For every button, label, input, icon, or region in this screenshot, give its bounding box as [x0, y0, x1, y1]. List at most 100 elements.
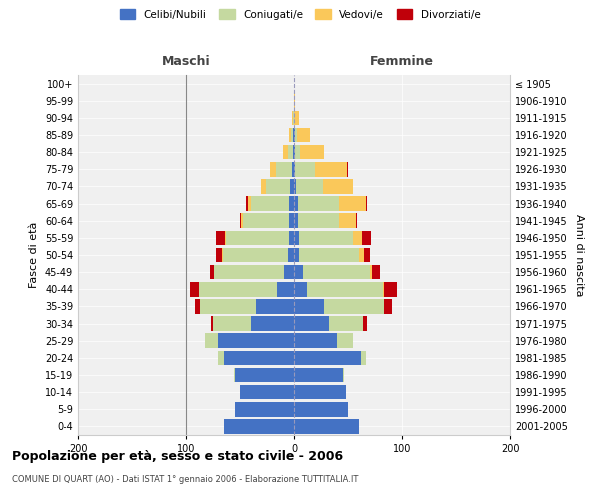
Bar: [221, 248, 223, 262]
Bar: [372, 265, 380, 280]
Bar: [294, 230, 299, 245]
Legend: Celibi/Nubili, Coniugati/e, Vedovi/e, Divorziati/e: Celibi/Nubili, Coniugati/e, Vedovi/e, Di…: [115, 5, 485, 24]
Bar: [287, 145, 293, 160]
Bar: [329, 316, 363, 331]
Bar: [224, 419, 294, 434]
Bar: [301, 145, 324, 160]
Bar: [293, 145, 294, 160]
Bar: [370, 265, 372, 280]
Bar: [337, 334, 353, 348]
Bar: [294, 145, 295, 160]
Bar: [214, 265, 284, 280]
Bar: [211, 316, 213, 331]
Bar: [294, 350, 361, 365]
Bar: [298, 196, 340, 211]
Bar: [293, 128, 294, 142]
Bar: [294, 110, 299, 125]
Bar: [289, 214, 294, 228]
Bar: [295, 162, 314, 176]
Bar: [284, 265, 294, 280]
Bar: [353, 230, 362, 245]
Bar: [216, 248, 221, 262]
Bar: [247, 196, 248, 211]
Bar: [213, 316, 251, 331]
Bar: [290, 179, 294, 194]
Bar: [248, 196, 251, 211]
Bar: [292, 162, 294, 176]
Bar: [283, 145, 287, 160]
Bar: [361, 350, 367, 365]
Bar: [294, 316, 329, 331]
Bar: [383, 299, 392, 314]
Bar: [251, 316, 294, 331]
Bar: [340, 196, 367, 211]
Bar: [218, 334, 294, 348]
Bar: [199, 282, 277, 296]
Bar: [295, 128, 297, 142]
Bar: [205, 334, 218, 348]
Bar: [190, 282, 199, 296]
Bar: [194, 299, 200, 314]
Bar: [298, 214, 340, 228]
Bar: [294, 299, 324, 314]
Bar: [240, 385, 294, 400]
Bar: [289, 128, 291, 142]
Y-axis label: Fasce di età: Fasce di età: [29, 222, 39, 288]
Bar: [294, 179, 296, 194]
Bar: [294, 94, 295, 108]
Bar: [296, 179, 323, 194]
Bar: [233, 368, 235, 382]
Bar: [260, 179, 266, 194]
Bar: [294, 214, 298, 228]
Bar: [363, 316, 367, 331]
Bar: [294, 196, 298, 211]
Bar: [343, 368, 344, 382]
Bar: [226, 230, 289, 245]
Y-axis label: Anni di nascita: Anni di nascita: [574, 214, 584, 296]
Bar: [240, 214, 241, 228]
Bar: [235, 368, 294, 382]
Bar: [235, 402, 294, 416]
Bar: [270, 162, 275, 176]
Bar: [294, 282, 307, 296]
Bar: [293, 110, 294, 125]
Bar: [291, 128, 293, 142]
Bar: [289, 196, 294, 211]
Text: COMUNE DI QUART (AO) - Dati ISTAT 1° gennaio 2006 - Elaborazione TUTTITALIA.IT: COMUNE DI QUART (AO) - Dati ISTAT 1° gen…: [12, 475, 358, 484]
Bar: [362, 230, 371, 245]
Bar: [324, 299, 383, 314]
Bar: [359, 248, 364, 262]
Bar: [294, 385, 346, 400]
Text: Popolazione per età, sesso e stato civile - 2006: Popolazione per età, sesso e stato civil…: [12, 450, 343, 463]
Bar: [225, 230, 226, 245]
Bar: [297, 128, 310, 142]
Bar: [292, 110, 293, 125]
Bar: [216, 230, 225, 245]
Bar: [287, 248, 294, 262]
Bar: [223, 248, 287, 262]
Bar: [364, 248, 370, 262]
Bar: [302, 265, 370, 280]
Bar: [256, 299, 294, 314]
Bar: [294, 248, 299, 262]
Bar: [277, 282, 294, 296]
Bar: [251, 196, 289, 211]
Text: Maschi: Maschi: [161, 55, 211, 68]
Bar: [294, 334, 337, 348]
Bar: [275, 162, 292, 176]
Text: Femmine: Femmine: [370, 55, 434, 68]
Bar: [200, 299, 256, 314]
Bar: [294, 128, 295, 142]
Bar: [210, 265, 214, 280]
Bar: [241, 214, 243, 228]
Bar: [243, 214, 289, 228]
Bar: [340, 214, 356, 228]
Bar: [266, 179, 290, 194]
Bar: [294, 419, 359, 434]
Bar: [295, 145, 301, 160]
Bar: [218, 350, 224, 365]
Bar: [323, 179, 353, 194]
Bar: [347, 162, 348, 176]
Bar: [289, 230, 294, 245]
Bar: [294, 265, 302, 280]
